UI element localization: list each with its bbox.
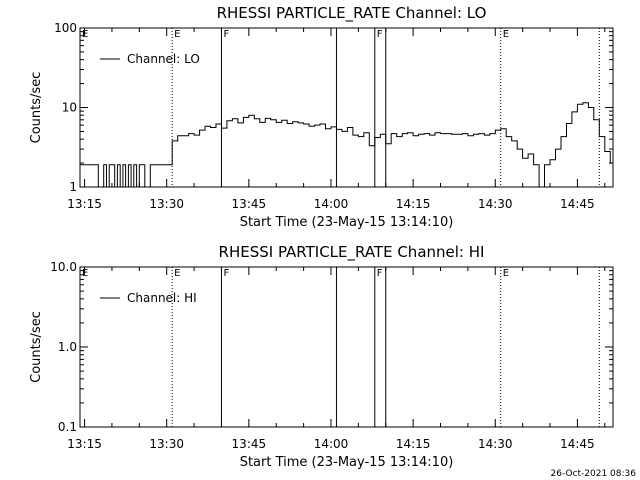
x-tick-label: 14:30	[478, 197, 513, 211]
series-line-channel-lo	[80, 102, 613, 188]
footer-timestamp: 26-Oct-2021 08:36	[551, 469, 637, 479]
x-axis-label: Start Time (23-May-15 13:14:10)	[240, 215, 454, 230]
event-marker-label: E	[174, 29, 180, 40]
event-marker-label: E	[174, 268, 180, 279]
event-marker-label: F	[377, 268, 383, 279]
legend-label: Channel: LO	[127, 52, 200, 66]
event-marker-label: E	[503, 29, 509, 40]
x-tick-label: 13:45	[232, 437, 267, 451]
event-marker-label: E	[503, 268, 509, 279]
x-tick-label: 13:30	[149, 197, 184, 211]
x-tick-label: 14:15	[396, 437, 431, 451]
x-tick-label: 14:30	[478, 437, 513, 451]
event-marker-label: F	[377, 29, 383, 40]
event-marker-label: F	[223, 268, 229, 279]
y-tick-label: 1	[69, 180, 77, 194]
y-axis-label: Counts/sec	[29, 72, 44, 144]
event-marker-label: E	[82, 29, 88, 40]
y-tick-label: 10.0	[50, 260, 77, 274]
x-tick-label: 13:15	[67, 197, 102, 211]
x-tick-label: 14:45	[560, 437, 595, 451]
chart-title: RHESSI PARTICLE_RATE Channel: LO	[217, 4, 487, 23]
x-tick-label: 13:30	[149, 437, 184, 451]
x-tick-label: 14:00	[314, 197, 349, 211]
y-tick-label: 0.1	[58, 420, 77, 434]
y-axis-label: Counts/sec	[29, 311, 44, 383]
x-tick-label: 14:00	[314, 437, 349, 451]
event-marker-label: F	[223, 29, 229, 40]
y-tick-label: 100	[54, 21, 77, 35]
chart-panel-1: RHESSI PARTICLE_RATE Channel: LO 1 10 100 13…	[29, 4, 614, 230]
x-tick-label: 14:45	[560, 197, 595, 211]
legend-label: Channel: HI	[127, 291, 197, 305]
y-tick-label: 1.0	[58, 340, 77, 354]
x-tick-label: 14:15	[396, 197, 431, 211]
x-tick-label: 13:15	[67, 437, 102, 451]
chart-panel-2: RHESSI PARTICLE_RATE Channel: HI 0.1 1.0 10…	[29, 243, 614, 470]
chart-title: RHESSI PARTICLE_RATE Channel: HI	[219, 243, 485, 262]
y-tick-label: 10	[62, 101, 77, 115]
x-axis-label: Start Time (23-May-15 13:14:10)	[240, 455, 454, 470]
event-marker-label: E	[82, 268, 88, 279]
x-tick-label: 13:45	[232, 197, 267, 211]
